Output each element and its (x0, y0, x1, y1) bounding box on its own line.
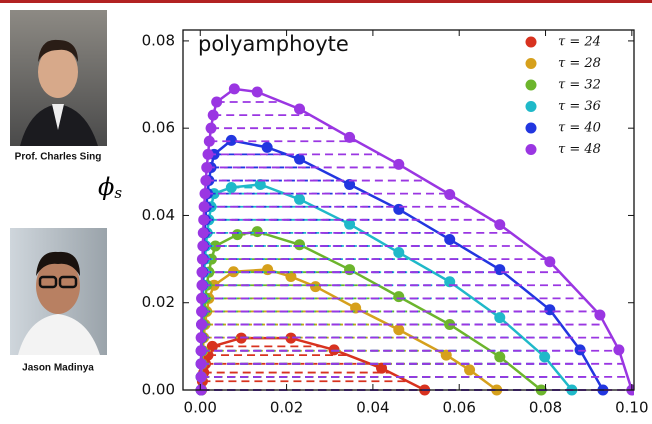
data-point (344, 218, 356, 230)
photo (10, 10, 107, 146)
data-point (225, 134, 237, 146)
data-point (209, 240, 221, 252)
data-point (203, 135, 215, 147)
data-point (294, 193, 306, 205)
data-point (261, 141, 273, 153)
x-tick-label: 0.02 (270, 399, 303, 417)
y-tick-label: 0.02 (142, 293, 175, 311)
legend-marker (525, 36, 537, 48)
data-point (494, 264, 506, 276)
data-point (228, 83, 240, 95)
legend-marker (525, 79, 537, 91)
data-point (196, 292, 208, 304)
legend-marker (525, 101, 537, 112)
annotation: polyamphoyte (198, 32, 349, 56)
series-line (199, 87, 634, 391)
series-line (199, 183, 573, 391)
data-point (205, 122, 217, 134)
data-point (200, 175, 212, 187)
data-point (344, 264, 356, 276)
data-point (197, 240, 209, 252)
data-point (251, 226, 263, 238)
legend-marker (525, 122, 537, 134)
data-point (199, 188, 211, 200)
data-point (594, 309, 606, 321)
data-point (344, 178, 356, 190)
data-point (393, 247, 405, 259)
legend-label: τ = 32 (558, 78, 601, 93)
data-point (393, 291, 405, 303)
legend-marker (525, 144, 537, 155)
legend-label: τ = 48 (558, 142, 601, 157)
x-tick-label: 0.10 (615, 399, 648, 417)
data-point (196, 305, 208, 317)
data-point (195, 371, 207, 383)
data-point (440, 349, 452, 361)
top-bar (0, 0, 652, 3)
data-point (211, 96, 223, 108)
data-point (262, 264, 274, 276)
data-point (231, 229, 243, 241)
data-point (285, 332, 297, 344)
data-point (201, 161, 213, 173)
legend-label: τ = 28 (558, 56, 601, 71)
y-tick-label: 0.00 (142, 381, 175, 399)
data-point (195, 332, 207, 344)
legend-marker (525, 58, 537, 69)
data-point (196, 253, 208, 265)
data-point (444, 189, 456, 201)
data-point (393, 203, 405, 215)
data-point (376, 362, 388, 374)
data-point (198, 214, 210, 226)
data-point (444, 233, 456, 245)
data-point (225, 182, 237, 194)
data-point (207, 109, 219, 121)
data-point (294, 103, 306, 115)
data-point (202, 148, 214, 160)
data-point (196, 319, 208, 331)
photo (10, 228, 107, 355)
data-point (544, 256, 556, 268)
data-point (494, 351, 506, 363)
data-point (206, 340, 218, 352)
data-point (195, 345, 207, 357)
legend-label: τ = 36 (558, 99, 601, 114)
data-point (544, 304, 556, 316)
caption: Jason Madinya (22, 363, 94, 374)
data-point (294, 239, 306, 251)
x-tick-label: 0.08 (529, 399, 562, 417)
data-point (344, 131, 356, 143)
legend-label: τ = 24 (558, 35, 601, 50)
data-point (285, 271, 297, 283)
data-point (309, 281, 321, 293)
data-point (613, 344, 625, 356)
axes-frame (182, 29, 635, 391)
data-point (195, 358, 207, 370)
data-point (393, 324, 405, 336)
data-point (196, 266, 208, 278)
x-tick-label: 0.04 (356, 399, 389, 417)
data-point (251, 86, 263, 98)
x-tick-label: 0.06 (443, 399, 476, 417)
data-point (197, 227, 209, 239)
data-point (254, 178, 266, 190)
data-point (464, 364, 476, 376)
y-tick-label: 0.06 (142, 119, 175, 137)
caption: Prof. Charles Sing (15, 152, 102, 163)
data-point (494, 312, 506, 324)
data-point (294, 153, 306, 165)
data-point (393, 158, 405, 170)
data-point (198, 201, 210, 213)
x-tick-label: 0.00 (184, 399, 217, 417)
legend-label: τ = 40 (558, 121, 601, 136)
y-axis-label: ϕs (98, 173, 122, 203)
y-tick-label: 0.04 (142, 206, 175, 224)
data-point (539, 351, 551, 363)
data-point (196, 279, 208, 291)
data-point (494, 219, 506, 231)
y-tick-label: 0.08 (142, 31, 175, 49)
